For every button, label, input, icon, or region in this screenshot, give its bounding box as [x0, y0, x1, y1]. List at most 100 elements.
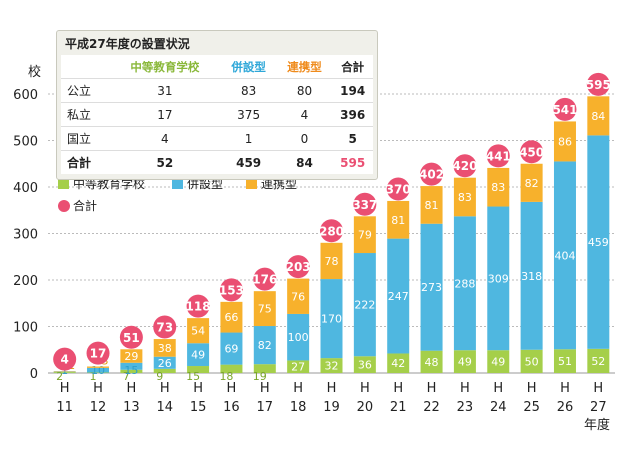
table-corner-cell: [61, 55, 109, 79]
total-marker: [386, 177, 410, 201]
row-label: 公立: [61, 78, 109, 103]
table-cell: 4: [109, 126, 221, 151]
data-label: 2: [56, 370, 63, 383]
bar-segment: [187, 343, 210, 367]
bar-segment: [220, 364, 243, 373]
y-tick-label: 300: [13, 228, 38, 243]
data-label: 32: [325, 360, 339, 373]
data-label: 9: [156, 370, 163, 383]
total-marker: [353, 192, 377, 216]
table-cell: 80: [276, 78, 333, 103]
total-label: 450: [519, 145, 544, 159]
bar-segment: [420, 350, 443, 373]
total-marker: [420, 162, 444, 186]
total-label: 118: [186, 300, 211, 314]
bar-segment: [287, 313, 310, 361]
bar-segment: [253, 326, 276, 365]
data-label: 69: [224, 343, 238, 356]
data-label: 309: [488, 272, 509, 285]
total-marker: [553, 97, 577, 121]
x-tick-year: 18: [290, 400, 307, 415]
data-label: 7: [123, 370, 130, 383]
x-tick-year: 14: [156, 400, 173, 415]
x-tick-labels: H 11 H 12 H 13 H 14 H 15 H 16 H 17 H 18 H 19 H 20 H 21 H 22 H 23 H…: [56, 381, 606, 415]
data-label: 26: [158, 357, 172, 370]
table-header-combined: 併設型: [220, 55, 277, 79]
bar-stack-group: 2114110317715295192638731549541181869661…: [53, 72, 611, 383]
total-label: 280: [319, 224, 344, 238]
total-label: 402: [419, 168, 444, 182]
x-tick-era: H: [560, 381, 570, 396]
total-label: 337: [352, 198, 377, 212]
data-label: 82: [525, 177, 539, 190]
total-label: 176: [252, 273, 277, 287]
x-tick-year: 21: [390, 400, 407, 415]
total-marker: [286, 255, 310, 279]
bar-segment: [320, 358, 343, 373]
table-header-secondary: 中等教育学校: [109, 55, 221, 79]
total-label: 4: [60, 353, 68, 367]
data-label: 81: [391, 214, 405, 227]
total-label: 153: [219, 283, 244, 297]
x-tick-era: H: [460, 381, 470, 396]
table-cell: 17: [109, 102, 221, 127]
x-tick-year: 23: [457, 400, 474, 415]
data-label: 82: [258, 339, 272, 352]
table-cell-total: 396: [332, 102, 373, 127]
table-cell: 83: [220, 78, 277, 103]
bar-segment: [87, 367, 110, 373]
x-tick-era: H: [527, 381, 537, 396]
data-label: 50: [525, 355, 539, 368]
table-title: 平成27年度の設置状況: [65, 37, 190, 51]
y-tick-label: 500: [13, 135, 38, 150]
bar-segment: [187, 318, 210, 344]
y-tick-label: 400: [13, 181, 38, 196]
data-label: 170: [321, 313, 342, 326]
total-label: 541: [552, 103, 577, 117]
bar-segment: [120, 349, 143, 363]
status-table: 中等教育学校 併設型 連携型 合計 公立 31 83 80 194 私立 17 …: [61, 55, 373, 174]
legend-swatch: [172, 178, 183, 189]
data-label: 83: [458, 191, 472, 204]
table-cell: 0: [276, 126, 333, 151]
x-tick-era: H: [293, 381, 303, 396]
data-label: 54: [191, 325, 205, 338]
y-tick-labels: 0 100 200 300 400 500 600: [13, 88, 38, 382]
total-label: 370: [386, 182, 411, 196]
total-label: 441: [486, 149, 511, 163]
data-label: 83: [491, 181, 505, 194]
bar-segment: [487, 206, 510, 351]
legend-label: 合計: [73, 198, 97, 213]
x-tick-year: 16: [223, 400, 240, 415]
table-cell-grand-total: 595: [340, 155, 366, 170]
bar-segment: [87, 366, 110, 368]
x-tick-year: 13: [123, 400, 140, 415]
legend-swatch: [58, 200, 70, 212]
data-label: 76: [291, 290, 305, 303]
table-header-total: 合計: [332, 55, 373, 79]
table-row: 私立 17 375 4 396: [61, 102, 373, 127]
data-label: 318: [521, 270, 542, 283]
total-marker: [453, 154, 477, 178]
y-tick-label: 100: [13, 321, 38, 336]
data-label: 36: [358, 359, 372, 372]
table-cell-total: 194: [332, 78, 373, 103]
legend-swatch: [246, 178, 257, 189]
data-label: 19: [253, 370, 267, 383]
table-cell: 31: [109, 78, 221, 103]
x-tick-era: H: [126, 381, 136, 396]
bar-segment: [220, 301, 243, 333]
table-row: 公立 31 83 80 194: [61, 78, 373, 103]
bar-segment: [553, 121, 576, 162]
data-label: 247: [388, 290, 409, 303]
bar-segment: [587, 96, 610, 136]
bar-segment: [53, 372, 76, 373]
bar-segment: [387, 353, 410, 373]
data-label: 18: [219, 370, 233, 383]
table-header-linked: 連携型: [276, 55, 333, 79]
bar-segment: [420, 186, 443, 224]
total-marker: [153, 315, 177, 339]
total-label: 73: [156, 321, 173, 335]
bar-segment: [187, 366, 210, 373]
